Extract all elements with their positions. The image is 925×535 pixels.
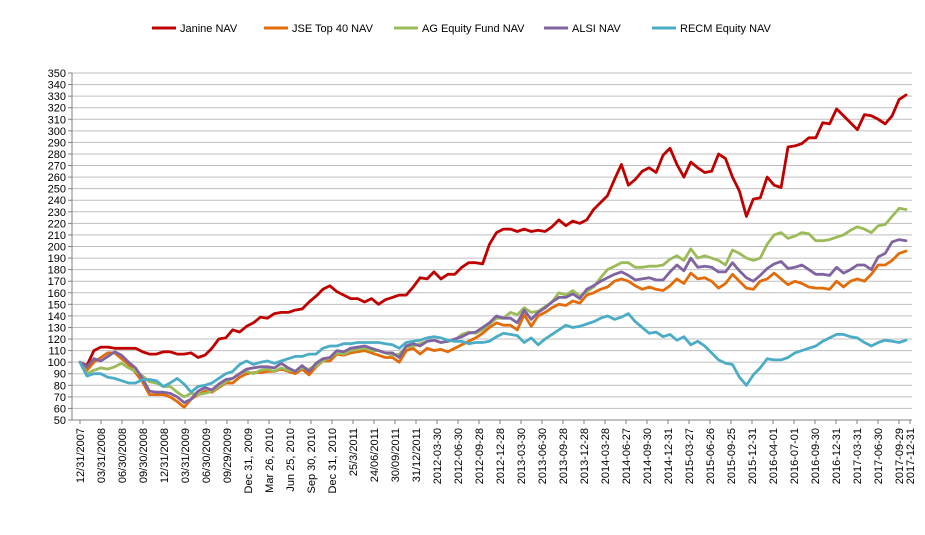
- series-line-0: [78, 93, 908, 368]
- y-tick-label: 280: [48, 149, 66, 161]
- y-tick-label: 50: [54, 415, 66, 427]
- y-tick-label: 130: [48, 322, 66, 334]
- y-tick-label: 310: [48, 114, 66, 126]
- y-tick-label: 250: [48, 184, 66, 196]
- x-tick-label: 2013-03-30: [516, 428, 528, 484]
- y-tick-label: 220: [48, 218, 66, 230]
- y-tick-label: 320: [48, 103, 66, 115]
- series-line-1: [78, 249, 908, 409]
- y-tick-label: 170: [48, 276, 66, 288]
- x-tick-label: 2013-09-28: [558, 428, 570, 484]
- y-tick-label: 190: [48, 253, 66, 265]
- legend-label-1: JSE Top 40 NAV: [292, 23, 374, 35]
- x-tick-label: 12/31/2008: [159, 428, 171, 483]
- y-tick-label: 270: [48, 161, 66, 173]
- y-tick-label: 150: [48, 299, 66, 311]
- y-tick-label: 90: [54, 369, 66, 381]
- x-tick-label: 2014-06-27: [621, 428, 633, 484]
- x-tick-label: 2015-03-27: [684, 428, 696, 484]
- y-tick-label: 120: [48, 334, 66, 346]
- x-tick-label: 31/12/2011: [411, 428, 423, 482]
- axes: 5060708090100110120130140150160170180190…: [48, 68, 917, 493]
- x-tick-label: Dec 31, 2009: [243, 428, 255, 493]
- x-tick-label: 25/3/2011: [348, 428, 360, 476]
- x-tick-label: 2016-07-01: [789, 428, 801, 484]
- y-tick-label: 110: [48, 346, 66, 358]
- y-tick-label: 160: [48, 288, 66, 300]
- y-tick-label: 180: [48, 265, 66, 277]
- y-tick-label: 100: [48, 357, 66, 369]
- series-lines: [78, 93, 908, 409]
- series-line-4: [78, 312, 908, 394]
- x-tick-label: 2013-06-30: [537, 428, 549, 484]
- x-tick-label: 09/30/2008: [138, 428, 150, 483]
- x-tick-label: Jun 25, 2010: [285, 428, 297, 492]
- y-tick-label: 140: [48, 311, 66, 323]
- legend-label-3: ALSI NAV: [572, 23, 621, 35]
- series-line-3: [78, 238, 908, 405]
- x-tick-label: 2013-12-28: [579, 428, 591, 484]
- y-tick-label: 80: [54, 380, 66, 392]
- x-tick-label: Mar 26, 2010: [264, 428, 276, 493]
- legend-label-4: RECM Equity NAV: [680, 23, 772, 35]
- x-tick-label: 2017-03-31: [852, 428, 864, 484]
- x-tick-label: 2012-12-28: [495, 428, 507, 484]
- y-tick-label: 330: [48, 91, 66, 103]
- legend: Janine NAV JSE Top 40 NAV AG Equity Fund N…: [152, 23, 772, 35]
- y-tick-label: 70: [54, 392, 66, 404]
- grid-lines: [72, 72, 912, 421]
- y-tick-label: 290: [48, 137, 66, 149]
- x-tick-label: 2016-04-01: [768, 428, 780, 484]
- y-tick-label: 230: [48, 207, 66, 219]
- x-tick-label: 2017-06-30: [873, 428, 885, 484]
- y-tick-label: 260: [48, 172, 66, 184]
- x-tick-label: Dec 31, 2010: [327, 428, 339, 493]
- x-tick-label: 2015-09-25: [726, 428, 738, 484]
- x-tick-label: 2015-06-26: [705, 428, 717, 484]
- legend-label-0: Janine NAV: [180, 23, 238, 35]
- y-tick-label: 200: [48, 242, 66, 254]
- x-tick-label: 03/31/2008: [96, 428, 108, 483]
- x-tick-label: 2012-06-30: [453, 428, 465, 484]
- x-tick-label: 2014-09-30: [642, 428, 654, 484]
- x-tick-label: 2015-12-31: [747, 428, 759, 484]
- x-tick-label: 2014-12-31: [663, 428, 675, 484]
- x-tick-label: 2016-12-31: [831, 428, 843, 484]
- x-tick-label: 06/30/2008: [117, 428, 129, 483]
- y-tick-label: 240: [48, 195, 66, 207]
- y-tick-label: 60: [54, 403, 66, 415]
- x-tick-label: 2017-09-29: [894, 428, 906, 484]
- x-tick-label: 06/30/2009: [201, 428, 213, 483]
- x-tick-label: 24/06/2011: [369, 428, 381, 482]
- y-tick-label: 300: [48, 126, 66, 138]
- y-tick-label: 340: [48, 80, 66, 92]
- x-tick-label: 12/31/2007: [75, 428, 87, 483]
- y-tick-label: 210: [48, 230, 66, 242]
- legend-label-2: AG Equity Fund NAV: [422, 23, 525, 35]
- x-tick-label: 03/31/2009: [180, 428, 192, 483]
- y-tick-label: 350: [48, 68, 66, 80]
- x-tick-label: 2014-03-28: [600, 428, 612, 484]
- x-tick-label: 2012-09-28: [474, 428, 486, 484]
- x-tick-label: 2012-03-30: [432, 428, 444, 484]
- x-tick-label: 09/29/2009: [222, 428, 234, 483]
- x-tick-label: 30/09/2011: [390, 428, 402, 482]
- x-tick-label: 2017-12-31: [905, 428, 917, 484]
- x-tick-label: Sep 30, 2010: [306, 428, 318, 493]
- x-tick-label: 2016-09-30: [810, 428, 822, 484]
